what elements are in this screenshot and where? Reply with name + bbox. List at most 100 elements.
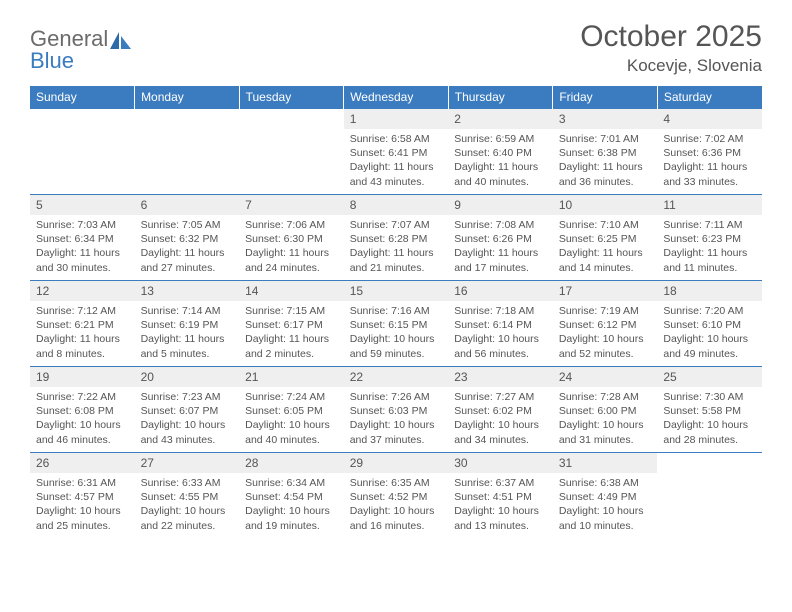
- calendar-body: 1Sunrise: 6:58 AMSunset: 6:41 PMDaylight…: [30, 109, 762, 539]
- day-content: Sunrise: 7:20 AMSunset: 6:10 PMDaylight:…: [657, 301, 762, 365]
- day-content: Sunrise: 7:15 AMSunset: 6:17 PMDaylight:…: [239, 301, 344, 365]
- day-number: 23: [448, 367, 553, 387]
- day-number: 21: [239, 367, 344, 387]
- calendar-cell: 19Sunrise: 7:22 AMSunset: 6:08 PMDayligh…: [30, 367, 135, 453]
- calendar-cell: 31Sunrise: 6:38 AMSunset: 4:49 PMDayligh…: [553, 453, 658, 539]
- day-number: 29: [344, 453, 449, 473]
- day-header: Wednesday: [344, 86, 449, 109]
- location-label: Kocevje, Slovenia: [580, 56, 762, 76]
- calendar-cell: 1Sunrise: 6:58 AMSunset: 6:41 PMDaylight…: [344, 109, 449, 195]
- calendar-cell: 24Sunrise: 7:28 AMSunset: 6:00 PMDayligh…: [553, 367, 658, 453]
- day-number: 6: [135, 195, 240, 215]
- day-content: Sunrise: 7:26 AMSunset: 6:03 PMDaylight:…: [344, 387, 449, 451]
- day-number: 28: [239, 453, 344, 473]
- day-number: 4: [657, 109, 762, 129]
- day-content: Sunrise: 7:02 AMSunset: 6:36 PMDaylight:…: [657, 129, 762, 193]
- day-number: 15: [344, 281, 449, 301]
- calendar-cell: 29Sunrise: 6:35 AMSunset: 4:52 PMDayligh…: [344, 453, 449, 539]
- day-number: 22: [344, 367, 449, 387]
- day-number: 8: [344, 195, 449, 215]
- day-content: Sunrise: 6:33 AMSunset: 4:55 PMDaylight:…: [135, 473, 240, 537]
- day-content: Sunrise: 7:23 AMSunset: 6:07 PMDaylight:…: [135, 387, 240, 451]
- calendar-cell: 15Sunrise: 7:16 AMSunset: 6:15 PMDayligh…: [344, 281, 449, 367]
- calendar-cell: 12Sunrise: 7:12 AMSunset: 6:21 PMDayligh…: [30, 281, 135, 367]
- calendar-table: SundayMondayTuesdayWednesdayThursdayFrid…: [30, 86, 762, 539]
- calendar-cell: [135, 109, 240, 195]
- calendar-header-row: SundayMondayTuesdayWednesdayThursdayFrid…: [30, 86, 762, 109]
- calendar-cell: 14Sunrise: 7:15 AMSunset: 6:17 PMDayligh…: [239, 281, 344, 367]
- day-content: Sunrise: 7:27 AMSunset: 6:02 PMDaylight:…: [448, 387, 553, 451]
- logo-text-block: General Blue: [30, 28, 108, 72]
- day-content: Sunrise: 7:03 AMSunset: 6:34 PMDaylight:…: [30, 215, 135, 279]
- calendar-week: 26Sunrise: 6:31 AMSunset: 4:57 PMDayligh…: [30, 453, 762, 539]
- day-content: Sunrise: 7:18 AMSunset: 6:14 PMDaylight:…: [448, 301, 553, 365]
- day-number: 17: [553, 281, 658, 301]
- calendar-cell: 2Sunrise: 6:59 AMSunset: 6:40 PMDaylight…: [448, 109, 553, 195]
- page-header: General Blue October 2025 Kocevje, Slove…: [30, 20, 762, 76]
- day-content: Sunrise: 7:11 AMSunset: 6:23 PMDaylight:…: [657, 215, 762, 279]
- day-content: Sunrise: 7:28 AMSunset: 6:00 PMDaylight:…: [553, 387, 658, 451]
- day-header: Sunday: [30, 86, 135, 109]
- calendar-cell: 8Sunrise: 7:07 AMSunset: 6:28 PMDaylight…: [344, 195, 449, 281]
- day-content: Sunrise: 6:58 AMSunset: 6:41 PMDaylight:…: [344, 129, 449, 193]
- calendar-week: 1Sunrise: 6:58 AMSunset: 6:41 PMDaylight…: [30, 109, 762, 195]
- day-number: 19: [30, 367, 135, 387]
- day-number: 13: [135, 281, 240, 301]
- day-content: Sunrise: 6:38 AMSunset: 4:49 PMDaylight:…: [553, 473, 658, 537]
- title-block: October 2025 Kocevje, Slovenia: [580, 20, 762, 76]
- calendar-week: 5Sunrise: 7:03 AMSunset: 6:34 PMDaylight…: [30, 195, 762, 281]
- month-title: October 2025: [580, 20, 762, 54]
- calendar-cell: 18Sunrise: 7:20 AMSunset: 6:10 PMDayligh…: [657, 281, 762, 367]
- day-number: 26: [30, 453, 135, 473]
- day-header: Saturday: [657, 86, 762, 109]
- day-content: Sunrise: 7:05 AMSunset: 6:32 PMDaylight:…: [135, 215, 240, 279]
- day-number: 10: [553, 195, 658, 215]
- calendar-cell: 9Sunrise: 7:08 AMSunset: 6:26 PMDaylight…: [448, 195, 553, 281]
- calendar-cell: 23Sunrise: 7:27 AMSunset: 6:02 PMDayligh…: [448, 367, 553, 453]
- logo-line2: Blue: [30, 50, 108, 72]
- calendar-cell: 25Sunrise: 7:30 AMSunset: 5:58 PMDayligh…: [657, 367, 762, 453]
- day-content: Sunrise: 7:06 AMSunset: 6:30 PMDaylight:…: [239, 215, 344, 279]
- day-content: Sunrise: 7:30 AMSunset: 5:58 PMDaylight:…: [657, 387, 762, 451]
- day-content: Sunrise: 6:34 AMSunset: 4:54 PMDaylight:…: [239, 473, 344, 537]
- day-content: Sunrise: 6:31 AMSunset: 4:57 PMDaylight:…: [30, 473, 135, 537]
- calendar-cell: 28Sunrise: 6:34 AMSunset: 4:54 PMDayligh…: [239, 453, 344, 539]
- day-number: 5: [30, 195, 135, 215]
- calendar-cell: 6Sunrise: 7:05 AMSunset: 6:32 PMDaylight…: [135, 195, 240, 281]
- day-number: 2: [448, 109, 553, 129]
- day-number: 7: [239, 195, 344, 215]
- day-header: Monday: [135, 86, 240, 109]
- calendar-cell: 5Sunrise: 7:03 AMSunset: 6:34 PMDaylight…: [30, 195, 135, 281]
- calendar-cell: 20Sunrise: 7:23 AMSunset: 6:07 PMDayligh…: [135, 367, 240, 453]
- day-content: Sunrise: 6:59 AMSunset: 6:40 PMDaylight:…: [448, 129, 553, 193]
- calendar-cell: 16Sunrise: 7:18 AMSunset: 6:14 PMDayligh…: [448, 281, 553, 367]
- day-number: 20: [135, 367, 240, 387]
- calendar-cell: [657, 453, 762, 539]
- calendar-cell: 3Sunrise: 7:01 AMSunset: 6:38 PMDaylight…: [553, 109, 658, 195]
- calendar-cell: 22Sunrise: 7:26 AMSunset: 6:03 PMDayligh…: [344, 367, 449, 453]
- day-content: Sunrise: 7:10 AMSunset: 6:25 PMDaylight:…: [553, 215, 658, 279]
- day-number: 25: [657, 367, 762, 387]
- calendar-cell: 10Sunrise: 7:10 AMSunset: 6:25 PMDayligh…: [553, 195, 658, 281]
- day-number: 16: [448, 281, 553, 301]
- day-number: 18: [657, 281, 762, 301]
- day-content: Sunrise: 7:07 AMSunset: 6:28 PMDaylight:…: [344, 215, 449, 279]
- day-number: 1: [344, 109, 449, 129]
- calendar-week: 12Sunrise: 7:12 AMSunset: 6:21 PMDayligh…: [30, 281, 762, 367]
- sail-icon: [110, 32, 132, 55]
- day-number: 31: [553, 453, 658, 473]
- day-content: Sunrise: 7:01 AMSunset: 6:38 PMDaylight:…: [553, 129, 658, 193]
- calendar-week: 19Sunrise: 7:22 AMSunset: 6:08 PMDayligh…: [30, 367, 762, 453]
- logo-line1: General: [30, 28, 108, 50]
- day-content: Sunrise: 7:24 AMSunset: 6:05 PMDaylight:…: [239, 387, 344, 451]
- calendar-cell: 17Sunrise: 7:19 AMSunset: 6:12 PMDayligh…: [553, 281, 658, 367]
- day-content: Sunrise: 7:16 AMSunset: 6:15 PMDaylight:…: [344, 301, 449, 365]
- day-content: Sunrise: 6:37 AMSunset: 4:51 PMDaylight:…: [448, 473, 553, 537]
- calendar-cell: 30Sunrise: 6:37 AMSunset: 4:51 PMDayligh…: [448, 453, 553, 539]
- calendar-cell: 11Sunrise: 7:11 AMSunset: 6:23 PMDayligh…: [657, 195, 762, 281]
- calendar-cell: 26Sunrise: 6:31 AMSunset: 4:57 PMDayligh…: [30, 453, 135, 539]
- day-content: Sunrise: 7:08 AMSunset: 6:26 PMDaylight:…: [448, 215, 553, 279]
- day-number: 27: [135, 453, 240, 473]
- day-number: 9: [448, 195, 553, 215]
- calendar-page: General Blue October 2025 Kocevje, Slove…: [0, 0, 792, 559]
